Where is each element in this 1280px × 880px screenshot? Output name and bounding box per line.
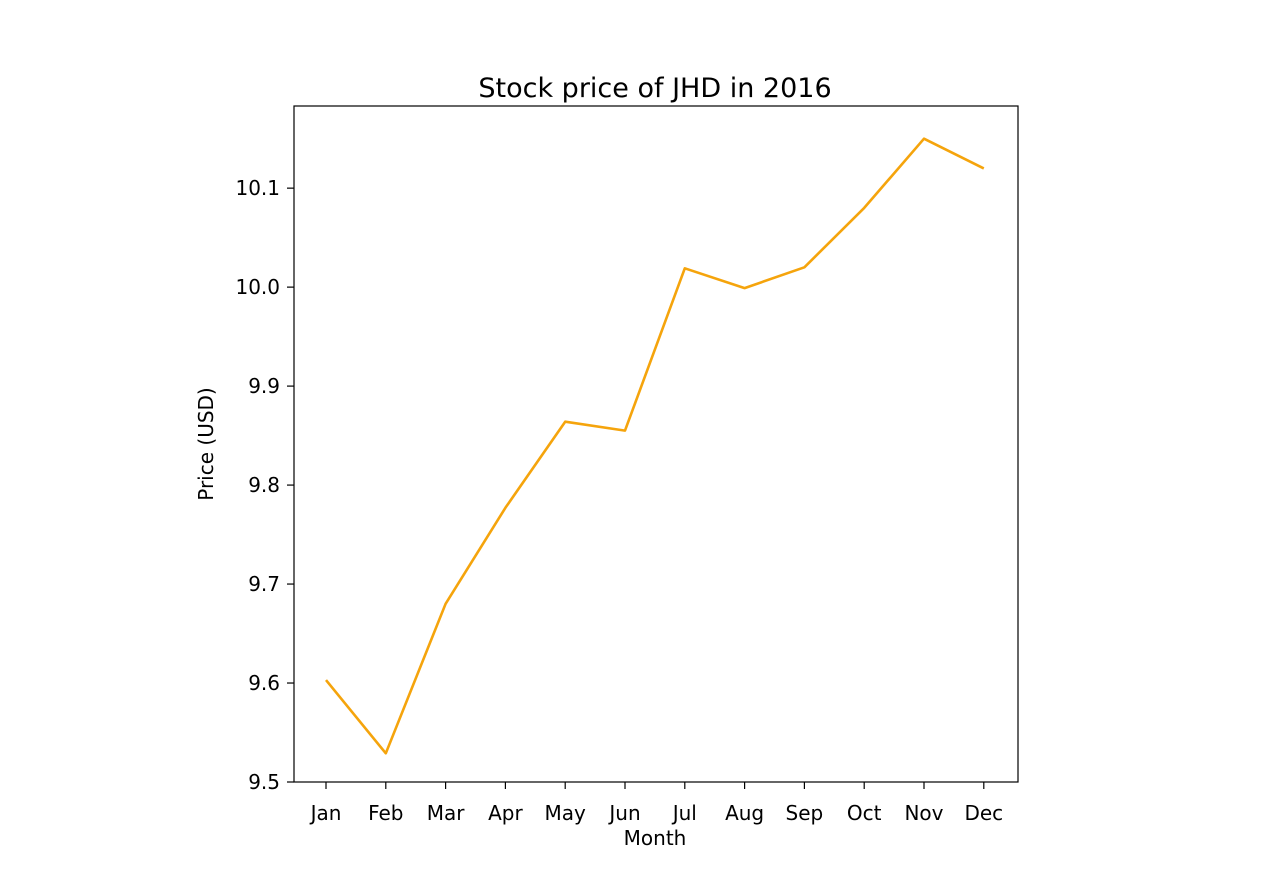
y-tick-label: 10.0 (235, 275, 280, 299)
x-tick-label: Feb (368, 801, 403, 825)
x-tick-label: Apr (488, 801, 523, 825)
x-tick-label: Oct (847, 801, 882, 825)
x-tick-label: Jul (671, 801, 697, 825)
x-tick-label: Jun (607, 801, 640, 825)
x-tick-label: Dec (964, 801, 1003, 825)
x-tick-label: Sep (786, 801, 824, 825)
x-axis: Jan Feb Mar Apr May Jun Jul Aug Sep Oct Nov Dec (309, 782, 1003, 825)
series-group (324, 137, 985, 755)
y-axis-label: Price (USD) (194, 387, 218, 501)
x-tick-label: Nov (904, 801, 943, 825)
y-tick-label: 9.9 (248, 374, 280, 398)
x-tick-label: Mar (427, 801, 466, 825)
chart-title: Stock price of JHD in 2016 (478, 73, 831, 104)
y-tick-label: 9.8 (248, 473, 280, 497)
y-tick-label: 9.5 (248, 770, 280, 794)
plot-area-frame (293, 105, 1019, 783)
y-tick-label: 10.1 (235, 176, 280, 200)
y-tick-label: 9.6 (248, 671, 280, 695)
x-tick-label: Jan (309, 801, 342, 825)
x-axis-label: Month (624, 826, 687, 850)
y-axis: 9.5 9.6 9.7 9.8 9.9 10.0 10.1 (235, 176, 294, 794)
x-tick-label: May (545, 801, 587, 825)
x-tick-label: Aug (725, 801, 764, 825)
y-tick-label: 9.7 (248, 572, 280, 596)
series-line (324, 137, 985, 755)
